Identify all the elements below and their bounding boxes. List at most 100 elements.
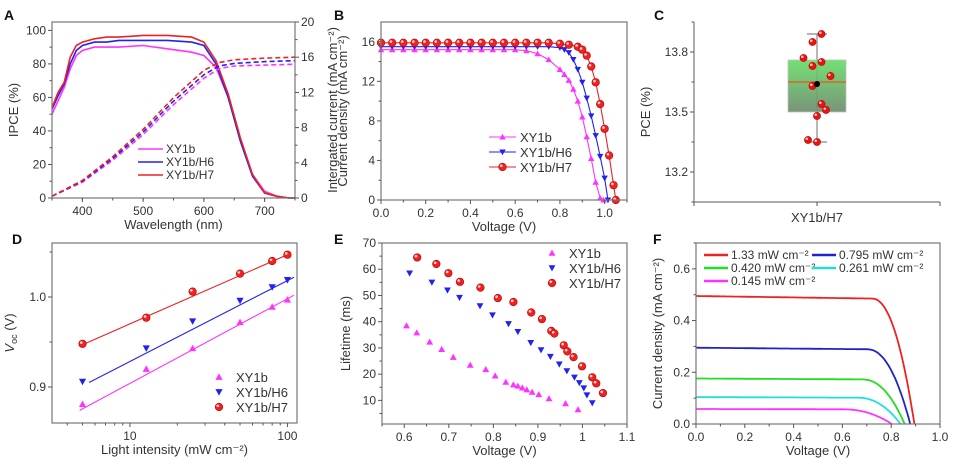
y-tick-label: 0.2 — [673, 365, 690, 379]
y-axis-label: Voc (V) — [2, 313, 19, 352]
jv-curve — [696, 408, 893, 425]
x-tick-label: 0.2 — [736, 430, 753, 444]
y2-tick-label: 12 — [301, 85, 315, 99]
y-tick-label: 80 — [33, 57, 47, 71]
data-point-highlight — [423, 40, 426, 43]
data-point-triangle-down — [588, 400, 596, 407]
data-point-circle — [421, 38, 430, 47]
data-point-circle — [587, 62, 596, 71]
data-point-triangle-down — [283, 277, 292, 284]
data-point-highlight — [495, 295, 498, 299]
data-point-triangle-down — [476, 303, 484, 310]
data-point-highlight — [434, 40, 438, 43]
data-point-circle — [499, 38, 509, 47]
data-point-highlight — [477, 285, 481, 288]
data-point-highlight — [546, 40, 549, 43]
y-tick-label: 100 — [26, 23, 46, 37]
legend-label: 0.420 mW cm⁻² — [731, 261, 815, 275]
data-point-highlight — [535, 40, 538, 43]
legend-label: 0.145 mW cm⁻² — [731, 274, 815, 288]
x-tick-label: 1.0 — [596, 206, 613, 220]
y-tick-label: 4 — [368, 153, 375, 167]
data-point-triangle-up — [466, 361, 474, 368]
data-point-highlight — [823, 107, 827, 111]
jv-curve — [696, 396, 902, 425]
data-point-triangle-up — [592, 179, 599, 185]
y-tick-label: 1.0 — [29, 290, 46, 304]
y-tick-label: 30 — [363, 341, 377, 355]
data-point-highlight — [588, 63, 592, 67]
data-point-triangle-up — [523, 386, 531, 393]
data-point-highlight — [810, 83, 813, 87]
data-point-circle — [432, 38, 442, 47]
data-point-highlight — [539, 316, 543, 320]
data-point-highlight — [810, 63, 813, 67]
legend-label: XY1b/H6 — [236, 385, 288, 400]
panel-label: F — [653, 231, 662, 247]
panel-label: D — [12, 231, 22, 247]
data-point-highlight — [237, 271, 241, 274]
data-point-highlight — [467, 40, 471, 43]
x-tick-label: 0.2 — [417, 206, 434, 220]
series-line — [381, 49, 604, 201]
y-tick-label: 70 — [363, 236, 377, 250]
x-axis-label: Voltage (V) — [786, 443, 850, 458]
data-point-circle — [822, 106, 830, 114]
data-point-triangle-up — [545, 56, 552, 63]
data-point-circle — [214, 402, 224, 412]
data-point-triangle-up — [570, 86, 577, 92]
data-point-circle — [813, 112, 821, 120]
data-point-circle — [582, 51, 591, 60]
y-tick-label: 8 — [368, 114, 375, 128]
data-point-triangle-down — [583, 95, 590, 102]
data-point-circle — [432, 259, 441, 269]
data-point-circle — [410, 38, 419, 47]
data-point-triangle-down — [580, 385, 588, 392]
y-tick-label: 0 — [39, 191, 46, 205]
data-point-triangle-up — [528, 388, 536, 395]
y-tick-label: 0.4 — [673, 314, 690, 328]
x-tick-label: 1 — [579, 430, 586, 444]
panel-label: B — [334, 7, 344, 23]
y-tick-label: 0 — [368, 193, 375, 207]
fit-line — [82, 254, 288, 346]
data-point-circle — [527, 308, 536, 317]
data-point-triangle-down — [548, 265, 556, 272]
data-point-triangle-up — [579, 113, 586, 120]
data-point-circle — [413, 253, 422, 262]
data-point-triangle-up — [574, 97, 581, 104]
data-point-circle — [511, 38, 520, 47]
data-point-highlight — [566, 42, 569, 45]
data-point-circle — [466, 38, 475, 47]
data-point-triangle-down — [499, 149, 506, 156]
data-point-triangle-down — [570, 57, 577, 63]
data-point-triangle-down — [505, 321, 512, 328]
panel-label: E — [334, 231, 343, 247]
y-tick-label: 0.9 — [29, 380, 46, 394]
data-point-triangle-down — [601, 175, 608, 182]
data-point-circle — [605, 151, 614, 160]
y-tick-label: 20 — [33, 157, 47, 171]
data-point-highlight — [557, 41, 561, 44]
data-point-circle — [488, 38, 497, 47]
plot-frame — [51, 242, 298, 424]
integrated-current-line — [51, 63, 296, 197]
x-tick-label: 0.0 — [373, 206, 390, 220]
data-point-circle — [591, 78, 600, 87]
data-point-triangle-up — [215, 373, 223, 380]
y-tick-label: 0.0 — [673, 417, 690, 431]
legend-label: XY1b — [520, 130, 552, 145]
data-point-triangle-up — [583, 133, 590, 140]
data-point-circle — [498, 162, 507, 172]
data-point-highlight — [490, 40, 493, 43]
data-point-triangle-up — [545, 395, 553, 402]
legend-label: XY1b/H7 — [520, 160, 572, 175]
x-tick-label: 0.0 — [688, 430, 705, 444]
x-tick-label: 0.6 — [396, 430, 413, 444]
data-point-highlight — [414, 254, 418, 258]
x-axis-label: Wavelength (nm) — [124, 217, 223, 232]
y-tick-label: 40 — [363, 315, 377, 329]
y-tick-label: 60 — [33, 90, 47, 104]
data-point-highlight — [412, 40, 415, 43]
data-point-triangle-up — [510, 381, 517, 388]
